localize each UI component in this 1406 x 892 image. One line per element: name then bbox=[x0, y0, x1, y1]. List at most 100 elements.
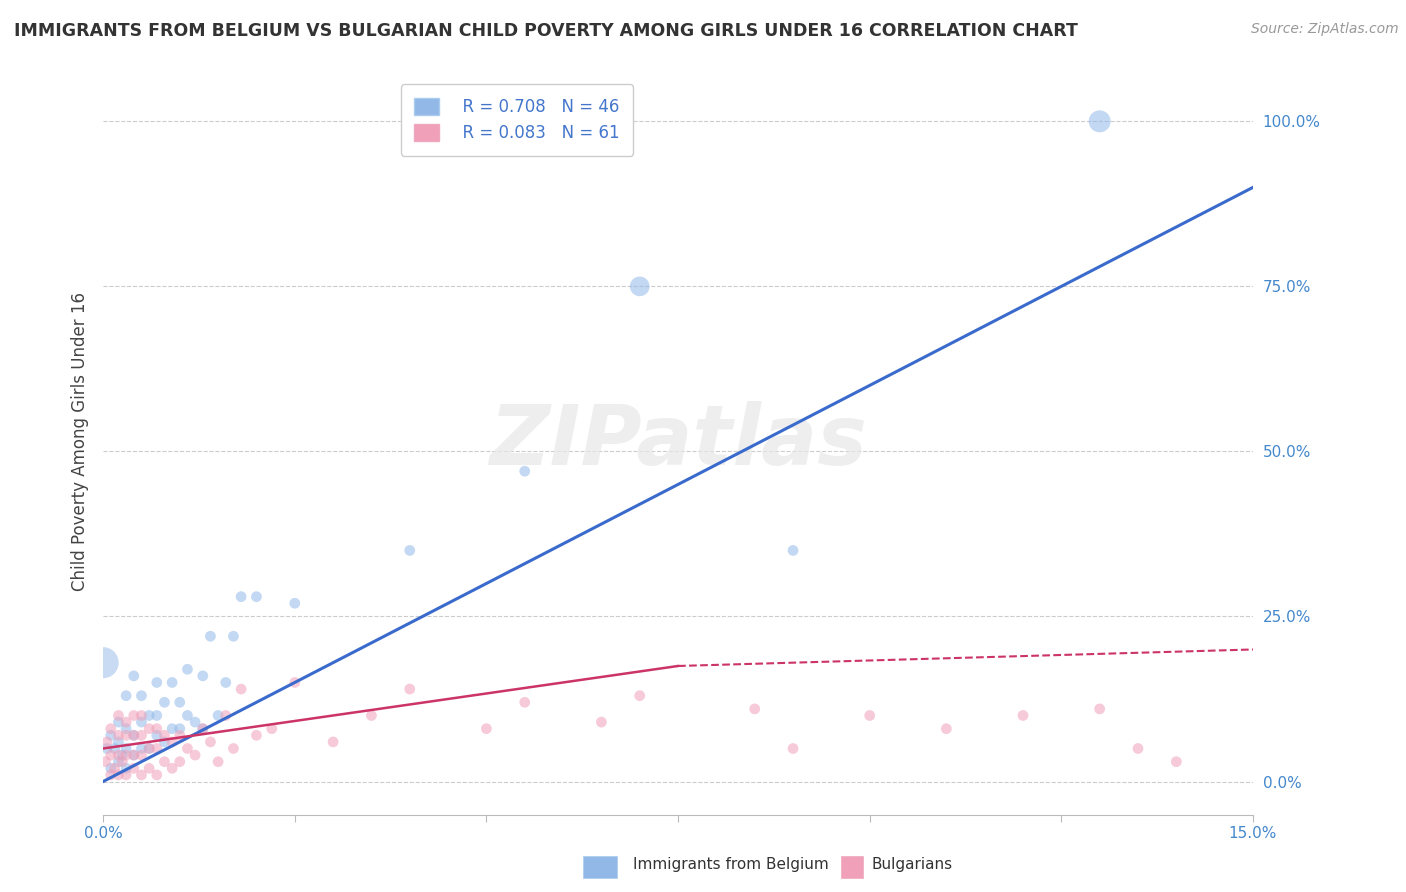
Point bbox=[115, 722, 138, 736]
Point bbox=[138, 741, 160, 756]
Point bbox=[104, 741, 127, 756]
Point bbox=[245, 590, 267, 604]
Point bbox=[122, 761, 145, 775]
Point bbox=[191, 722, 214, 736]
Point bbox=[146, 741, 169, 756]
Point bbox=[100, 748, 122, 763]
Point bbox=[744, 702, 766, 716]
Point bbox=[122, 708, 145, 723]
Point bbox=[160, 675, 183, 690]
Point bbox=[96, 741, 118, 756]
Point bbox=[131, 768, 153, 782]
Point bbox=[138, 708, 160, 723]
Point bbox=[169, 728, 191, 742]
Point bbox=[131, 748, 153, 763]
Point bbox=[153, 728, 176, 742]
Point bbox=[176, 662, 198, 676]
Point bbox=[1126, 741, 1149, 756]
Point bbox=[115, 748, 138, 763]
Point bbox=[215, 675, 238, 690]
Text: Immigrants from Belgium: Immigrants from Belgium bbox=[633, 857, 828, 872]
Point bbox=[284, 596, 307, 610]
Point bbox=[115, 768, 138, 782]
Point bbox=[169, 722, 191, 736]
Point bbox=[229, 682, 252, 697]
Point bbox=[107, 708, 129, 723]
Point bbox=[160, 722, 183, 736]
Point bbox=[122, 748, 145, 763]
Point bbox=[131, 715, 153, 730]
Point bbox=[245, 728, 267, 742]
Point bbox=[1012, 708, 1035, 723]
Point bbox=[398, 543, 420, 558]
Point bbox=[169, 755, 191, 769]
Point bbox=[107, 768, 129, 782]
Point bbox=[160, 735, 183, 749]
Point bbox=[146, 768, 169, 782]
Point bbox=[107, 748, 129, 763]
Y-axis label: Child Poverty Among Girls Under 16: Child Poverty Among Girls Under 16 bbox=[72, 292, 89, 591]
Point bbox=[360, 708, 382, 723]
Point bbox=[513, 464, 536, 478]
Point bbox=[138, 761, 160, 775]
Point bbox=[138, 741, 160, 756]
Point bbox=[107, 715, 129, 730]
Point bbox=[131, 689, 153, 703]
Point bbox=[131, 728, 153, 742]
Point bbox=[513, 695, 536, 709]
Point bbox=[153, 755, 176, 769]
Point bbox=[207, 708, 229, 723]
Point bbox=[284, 675, 307, 690]
Point bbox=[222, 741, 245, 756]
Point bbox=[100, 728, 122, 742]
Point bbox=[94, 755, 117, 769]
Point bbox=[184, 748, 207, 763]
Point bbox=[100, 761, 122, 775]
Point bbox=[591, 715, 613, 730]
Point bbox=[207, 755, 229, 769]
Point bbox=[111, 748, 134, 763]
Point bbox=[1088, 702, 1111, 716]
Point bbox=[96, 735, 118, 749]
Point bbox=[104, 761, 127, 775]
Point bbox=[782, 543, 804, 558]
Point bbox=[115, 689, 138, 703]
Point bbox=[122, 669, 145, 683]
Text: Bulgarians: Bulgarians bbox=[872, 857, 953, 872]
Point bbox=[115, 741, 138, 756]
Point bbox=[1088, 114, 1111, 128]
Point bbox=[628, 689, 651, 703]
Point bbox=[176, 708, 198, 723]
Point bbox=[200, 629, 222, 643]
Point bbox=[131, 708, 153, 723]
Point bbox=[146, 728, 169, 742]
Point bbox=[176, 741, 198, 756]
Point bbox=[122, 748, 145, 763]
Point bbox=[107, 735, 129, 749]
Point bbox=[146, 722, 169, 736]
Point bbox=[398, 682, 420, 697]
Point bbox=[107, 728, 129, 742]
Point bbox=[122, 728, 145, 742]
Legend:   R = 0.708   N = 46,   R = 0.083   N = 61: R = 0.708 N = 46, R = 0.083 N = 61 bbox=[401, 85, 633, 155]
Point bbox=[191, 722, 214, 736]
Point bbox=[475, 722, 498, 736]
Point bbox=[191, 669, 214, 683]
Point bbox=[131, 741, 153, 756]
Point bbox=[1166, 755, 1188, 769]
Point bbox=[160, 761, 183, 775]
Point bbox=[222, 629, 245, 643]
Point bbox=[146, 675, 169, 690]
Point bbox=[138, 722, 160, 736]
Text: Source: ZipAtlas.com: Source: ZipAtlas.com bbox=[1251, 22, 1399, 37]
Text: ZIPatlas: ZIPatlas bbox=[489, 401, 868, 482]
Point bbox=[322, 735, 344, 749]
Point bbox=[229, 590, 252, 604]
Point bbox=[146, 708, 169, 723]
Point bbox=[100, 768, 122, 782]
Point bbox=[153, 695, 176, 709]
Point bbox=[935, 722, 957, 736]
Point bbox=[859, 708, 882, 723]
Point bbox=[111, 755, 134, 769]
Point bbox=[115, 715, 138, 730]
